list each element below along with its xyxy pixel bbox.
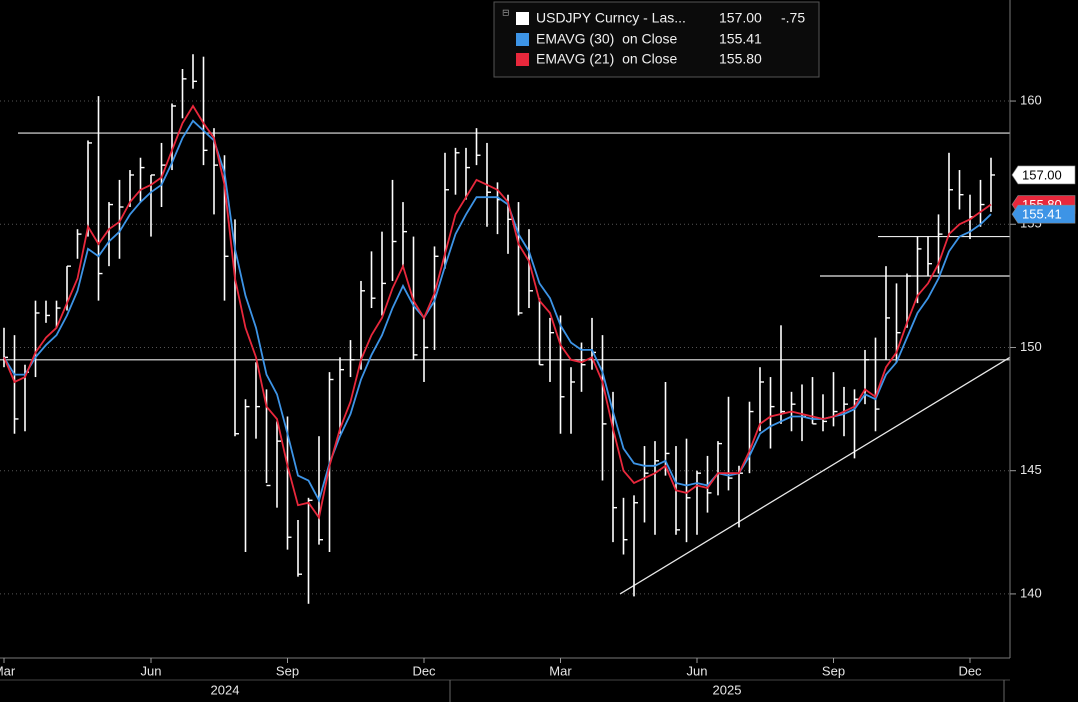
- legend-swatch: [516, 33, 529, 46]
- x-tick-label: Jun: [141, 663, 162, 678]
- y-tick-label: 145: [1020, 462, 1042, 477]
- value-tag: [1011, 165, 1076, 185]
- legend-swatch: [516, 12, 529, 25]
- legend: ⊟ USDJPY Curncy - Las... 157.00 -.75 EMA…: [493, 1, 820, 78]
- legend-box: [493, 1, 820, 78]
- value-tag: [1011, 204, 1076, 224]
- x-tick-label: Mar: [549, 663, 572, 678]
- x-tick-label: Dec: [412, 663, 436, 678]
- legend-swatch: [516, 53, 529, 66]
- x-tick-label: Sep: [822, 663, 845, 678]
- x-tick-label: Jun: [687, 663, 708, 678]
- legend-change: -.75: [781, 10, 805, 26]
- y-tick-label: 150: [1020, 339, 1042, 354]
- legend-collapse: ⊟: [502, 7, 510, 17]
- x-tick-label: Mar: [0, 663, 16, 678]
- legend-label: EMAVG (21) on Close: [536, 51, 678, 67]
- legend-label: EMAVG (30) on Close: [536, 31, 678, 47]
- y-tick-label: 160: [1020, 92, 1042, 107]
- x-tick-label: Dec: [958, 663, 982, 678]
- plot-area: [0, 54, 1011, 604]
- y-tick-label: 140: [1020, 585, 1042, 600]
- year-label: 2025: [713, 682, 742, 697]
- trendline: [619, 356, 1011, 595]
- value-tag-label: 155.41: [1022, 207, 1062, 222]
- legend-label: USDJPY Curncy - Las...: [536, 10, 686, 26]
- x-tick-label: Sep: [276, 663, 299, 678]
- ema-line: [3, 104, 992, 520]
- legend-value: 155.80: [719, 51, 762, 67]
- year-label: 2024: [211, 682, 240, 697]
- legend-value: 155.41: [719, 31, 762, 47]
- value-tag-label: 157.00: [1022, 167, 1062, 182]
- legend-value: 157.00: [719, 10, 762, 26]
